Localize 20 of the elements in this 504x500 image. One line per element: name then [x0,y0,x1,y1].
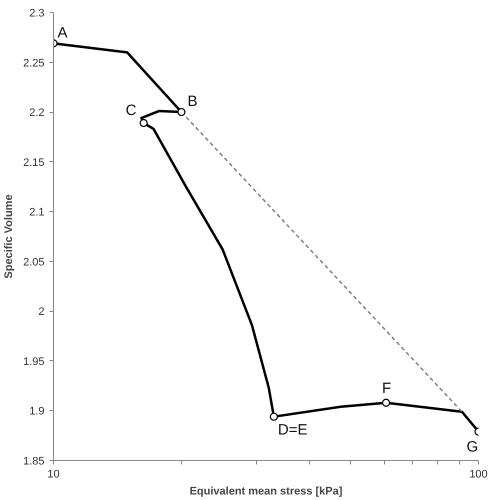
y-tick-label: 1.85 [23,456,45,468]
y-tick-label: 1.9 [29,406,45,418]
y-tick-label: 2.15 [23,156,45,169]
y-tick-label: 1.95 [23,356,45,368]
annotation: D=E [278,422,308,439]
annotation: C [126,102,137,120]
annotation: G [466,438,478,456]
y-tick-label: 2.25 [23,57,45,70]
annotation: F [382,380,392,397]
annotation: A [58,24,68,42]
y-tick-label: 2 [38,306,45,318]
x-tick-label: 100 [469,468,488,480]
x-tick-label: 10 [47,468,60,480]
y-tick-label: 2.2 [29,107,45,120]
y-axis-title: Specific Volume [3,194,16,279]
y-tick-label: 2.3 [29,8,45,20]
x-axis-title: Equivalent mean stress [kPa] [190,486,343,498]
y-tick-label: 2.1 [29,206,45,219]
y-tick-label: 2.05 [23,256,45,268]
annotation: B [187,93,198,110]
